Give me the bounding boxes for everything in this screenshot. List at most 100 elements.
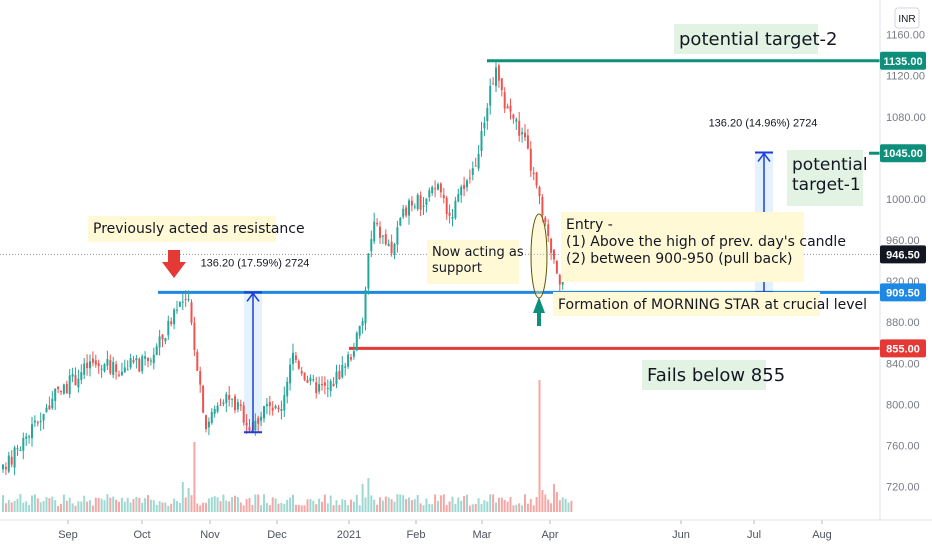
volume-bar [65, 500, 68, 512]
volume-bar [60, 503, 62, 512]
volume-bar [19, 494, 22, 512]
candle-body [431, 186, 434, 194]
candle-body [86, 362, 89, 369]
resistance-note-box [88, 216, 276, 242]
volume-bar [31, 495, 33, 512]
volume-bar [318, 498, 321, 512]
candle-body [187, 299, 190, 301]
volume-bar [280, 502, 283, 512]
candle-body [10, 456, 13, 465]
volume-bar [321, 501, 323, 512]
volume-bar [350, 499, 352, 512]
volume-bar [355, 494, 358, 512]
candle-body [219, 404, 222, 406]
volume-bar [25, 501, 28, 512]
volume-bar [489, 494, 492, 512]
volume-bar [118, 501, 120, 512]
candle-body [480, 131, 483, 151]
measure-arrow-head [757, 152, 771, 162]
candle-body [39, 420, 42, 423]
volume-bar [263, 494, 265, 512]
volume-bar [384, 496, 387, 512]
candle-body [515, 119, 518, 122]
volume-bar [36, 498, 39, 512]
volume-bar [48, 498, 51, 512]
target1-note-text: potential [792, 155, 868, 175]
volume-bar [408, 497, 410, 512]
candle-body [390, 241, 393, 254]
candle-body [512, 114, 515, 119]
candle-body [416, 194, 419, 209]
candle-body [89, 361, 91, 369]
candle-body [274, 406, 277, 409]
volume-bar [13, 500, 16, 512]
candle-body [144, 356, 147, 359]
support-note-box [427, 240, 519, 284]
candle-body [222, 402, 225, 405]
volume-bar [410, 500, 413, 512]
volume-bar [373, 499, 376, 512]
volume-bar [329, 495, 332, 512]
candle-body [393, 243, 396, 256]
volume-bar [77, 501, 80, 512]
volume-bar [242, 505, 245, 512]
target1-note-box [787, 150, 863, 206]
candle-body [518, 120, 521, 136]
volume-bar [381, 500, 384, 512]
volume-bar [274, 498, 277, 512]
volume-bar [393, 501, 396, 512]
volume-bar [379, 497, 381, 512]
x-tick-label: Mar [473, 529, 492, 541]
volume-bar [144, 498, 147, 512]
y-tick-label: 720.00 [886, 482, 920, 494]
volume-bar [292, 494, 294, 512]
y-tick-label: 800.00 [886, 399, 920, 411]
volume-bar [297, 504, 300, 512]
candle-body [495, 67, 497, 87]
volume-bar [10, 502, 13, 512]
last-price-label: 946.50 [886, 249, 920, 261]
candle-body [306, 379, 309, 383]
volume-bar [138, 497, 141, 512]
price-tag-label: 909.50 [886, 287, 920, 299]
volume-bar [271, 497, 274, 512]
volume-bar [521, 505, 524, 512]
candle-body [205, 415, 207, 430]
volume-bar [309, 499, 312, 512]
entry-note-text: Entry - [566, 217, 613, 233]
morning-star-up-arrow-icon [533, 297, 545, 326]
volume-bar [390, 499, 393, 512]
currency-badge-frame[interactable] [894, 7, 920, 29]
candle-body [277, 407, 280, 410]
candle-body [62, 384, 65, 394]
volume-bar [506, 501, 509, 512]
x-tick-label: Aug [812, 529, 832, 541]
candle-body [483, 122, 486, 129]
resistance-down-arrow-icon [162, 250, 186, 278]
candle-body [16, 448, 19, 450]
candle-body [535, 172, 538, 186]
candle-body [176, 309, 178, 311]
candle-body [477, 153, 480, 169]
candle-body [526, 135, 529, 149]
volume-bar [7, 500, 10, 512]
candle-body [65, 383, 68, 394]
candle-body [497, 65, 500, 81]
volume-bar [509, 496, 512, 512]
volume-bar [268, 505, 271, 512]
volume-bar [567, 502, 570, 512]
candle-body [77, 378, 80, 388]
volume-bar [529, 499, 532, 512]
candle-body [213, 408, 216, 414]
volume-bar [120, 497, 123, 512]
candle-body [364, 289, 367, 324]
volume-bar [471, 504, 474, 512]
volume-bar [115, 499, 118, 512]
target2-note-box [674, 24, 818, 54]
candle-body [178, 301, 181, 307]
volume-bar [231, 497, 234, 512]
volume-bar [405, 499, 408, 512]
volume-bar [332, 505, 335, 512]
candle-body [91, 358, 94, 363]
